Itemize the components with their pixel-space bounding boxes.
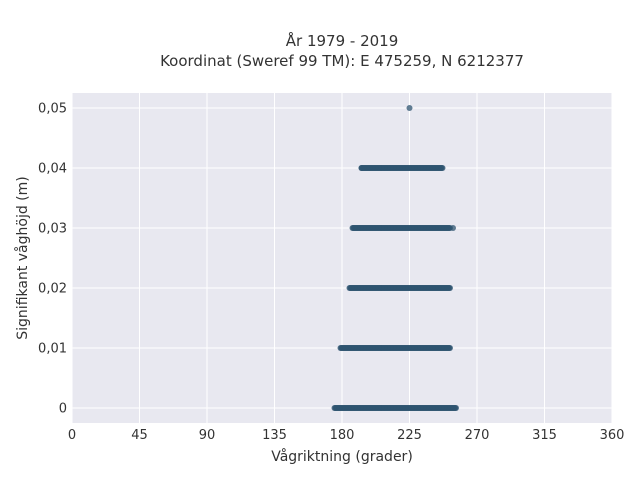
y-tick-label: 0,04: [38, 162, 67, 177]
x-tick-label: 225: [397, 428, 422, 443]
data-point: [447, 345, 453, 351]
y-tick-label: 0,02: [38, 282, 67, 297]
data-point: [439, 165, 446, 171]
data-point: [453, 405, 459, 411]
y-axis-label: Signifikant våghöjd (m): [14, 176, 31, 339]
y-tick-label: 0,05: [38, 102, 67, 117]
data-point: [450, 225, 456, 231]
y-tick-label: 0: [59, 402, 67, 417]
x-axis-label: Vågriktning (grader): [271, 448, 413, 465]
data-points: [331, 105, 459, 411]
x-tick-label: 45: [131, 428, 148, 443]
x-tick-label: 90: [199, 428, 216, 443]
data-point: [406, 105, 413, 111]
data-point: [358, 165, 365, 171]
chart-title-line2: Koordinat (Sweref 99 TM): E 475259, N 62…: [160, 52, 524, 70]
x-tick-label: 360: [600, 428, 625, 443]
data-point: [447, 285, 453, 291]
y-tick-label: 0,03: [38, 222, 67, 237]
chart-title-line1: År 1979 - 2019: [286, 31, 399, 50]
x-tick-label: 135: [262, 428, 287, 443]
x-tick-label: 315: [532, 428, 557, 443]
y-tick-label: 0,01: [38, 342, 67, 357]
x-tick-label: 180: [330, 428, 355, 443]
x-tick-label: 270: [465, 428, 490, 443]
tick-labels: 0 45 90 135 180 225 270 315 360 0 0,01 0,02 0,03 0,04…: [38, 102, 624, 444]
x-tick-label: 0: [68, 428, 76, 443]
